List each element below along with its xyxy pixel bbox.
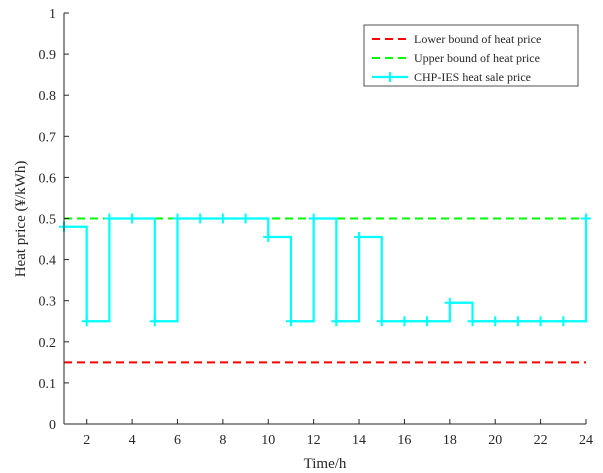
x-tick-label: 18 [443,433,457,448]
y-tick-label: 0.1 [39,377,57,392]
x-tick-label: 24 [579,433,593,448]
x-tick-label: 4 [129,433,136,448]
x-axis-label: Time/h [304,456,347,472]
y-tick-label: 0.8 [39,89,57,104]
x-tick-label: 12 [307,433,321,448]
legend-marker [385,72,395,82]
ticks: 00.10.20.30.40.50.60.70.80.912 4 6 8 10 12 14 1… [39,7,594,448]
data-point [535,316,546,327]
x-tick-label: 8 [219,433,226,448]
x-tick-label: 6 [174,433,181,448]
x-tick-label: 16 [397,433,411,448]
data-point [263,231,274,242]
y-tick-label: 0.7 [39,130,57,145]
data-point [195,213,206,224]
y-tick-label: 1 [49,7,56,22]
legend-box [363,24,579,87]
data-point [217,213,228,224]
data-point [81,316,92,327]
data-point [467,316,478,327]
x-tick-label: 10 [261,433,275,448]
y-tick-label: 0.4 [39,254,57,269]
data-point [376,316,387,327]
x-tick-label: 14 [352,433,366,448]
y-tick-label: 0.6 [39,171,57,186]
data-point [331,316,342,327]
y-tick-label: 0.5 [39,213,57,228]
y-tick-label: 0.3 [39,295,57,310]
x-tick-label: 2 [83,433,90,448]
legend-label: CHP-IES heat sale price [414,70,531,84]
legend-label: Lower bound of heat price [414,32,541,46]
plot-area [59,213,591,364]
data-point [512,316,523,327]
data-point [558,316,569,327]
data-point [285,316,296,327]
x-tick-label: 22 [534,433,548,448]
x-tick-label: 20 [488,433,502,448]
y-axis-label: Heat price (¥/kWh) [13,161,29,278]
data-point [354,231,365,242]
legend-label: Upper bound of heat price [414,51,540,65]
y-tick-label: 0.2 [39,336,57,351]
data-point [172,213,183,224]
data-point [422,316,433,327]
y-tick-label: 0.9 [39,48,57,63]
data-point [240,213,251,224]
data-point [399,316,410,327]
data-point [444,297,455,308]
y-tick-label: 0 [49,418,56,433]
data-point [490,316,501,327]
data-point [104,213,115,224]
data-point [149,316,160,327]
data-point [127,213,138,224]
data-point [581,213,591,224]
legend: Lower bound of heat price Upper bound of … [363,24,579,87]
data-point [308,213,319,224]
